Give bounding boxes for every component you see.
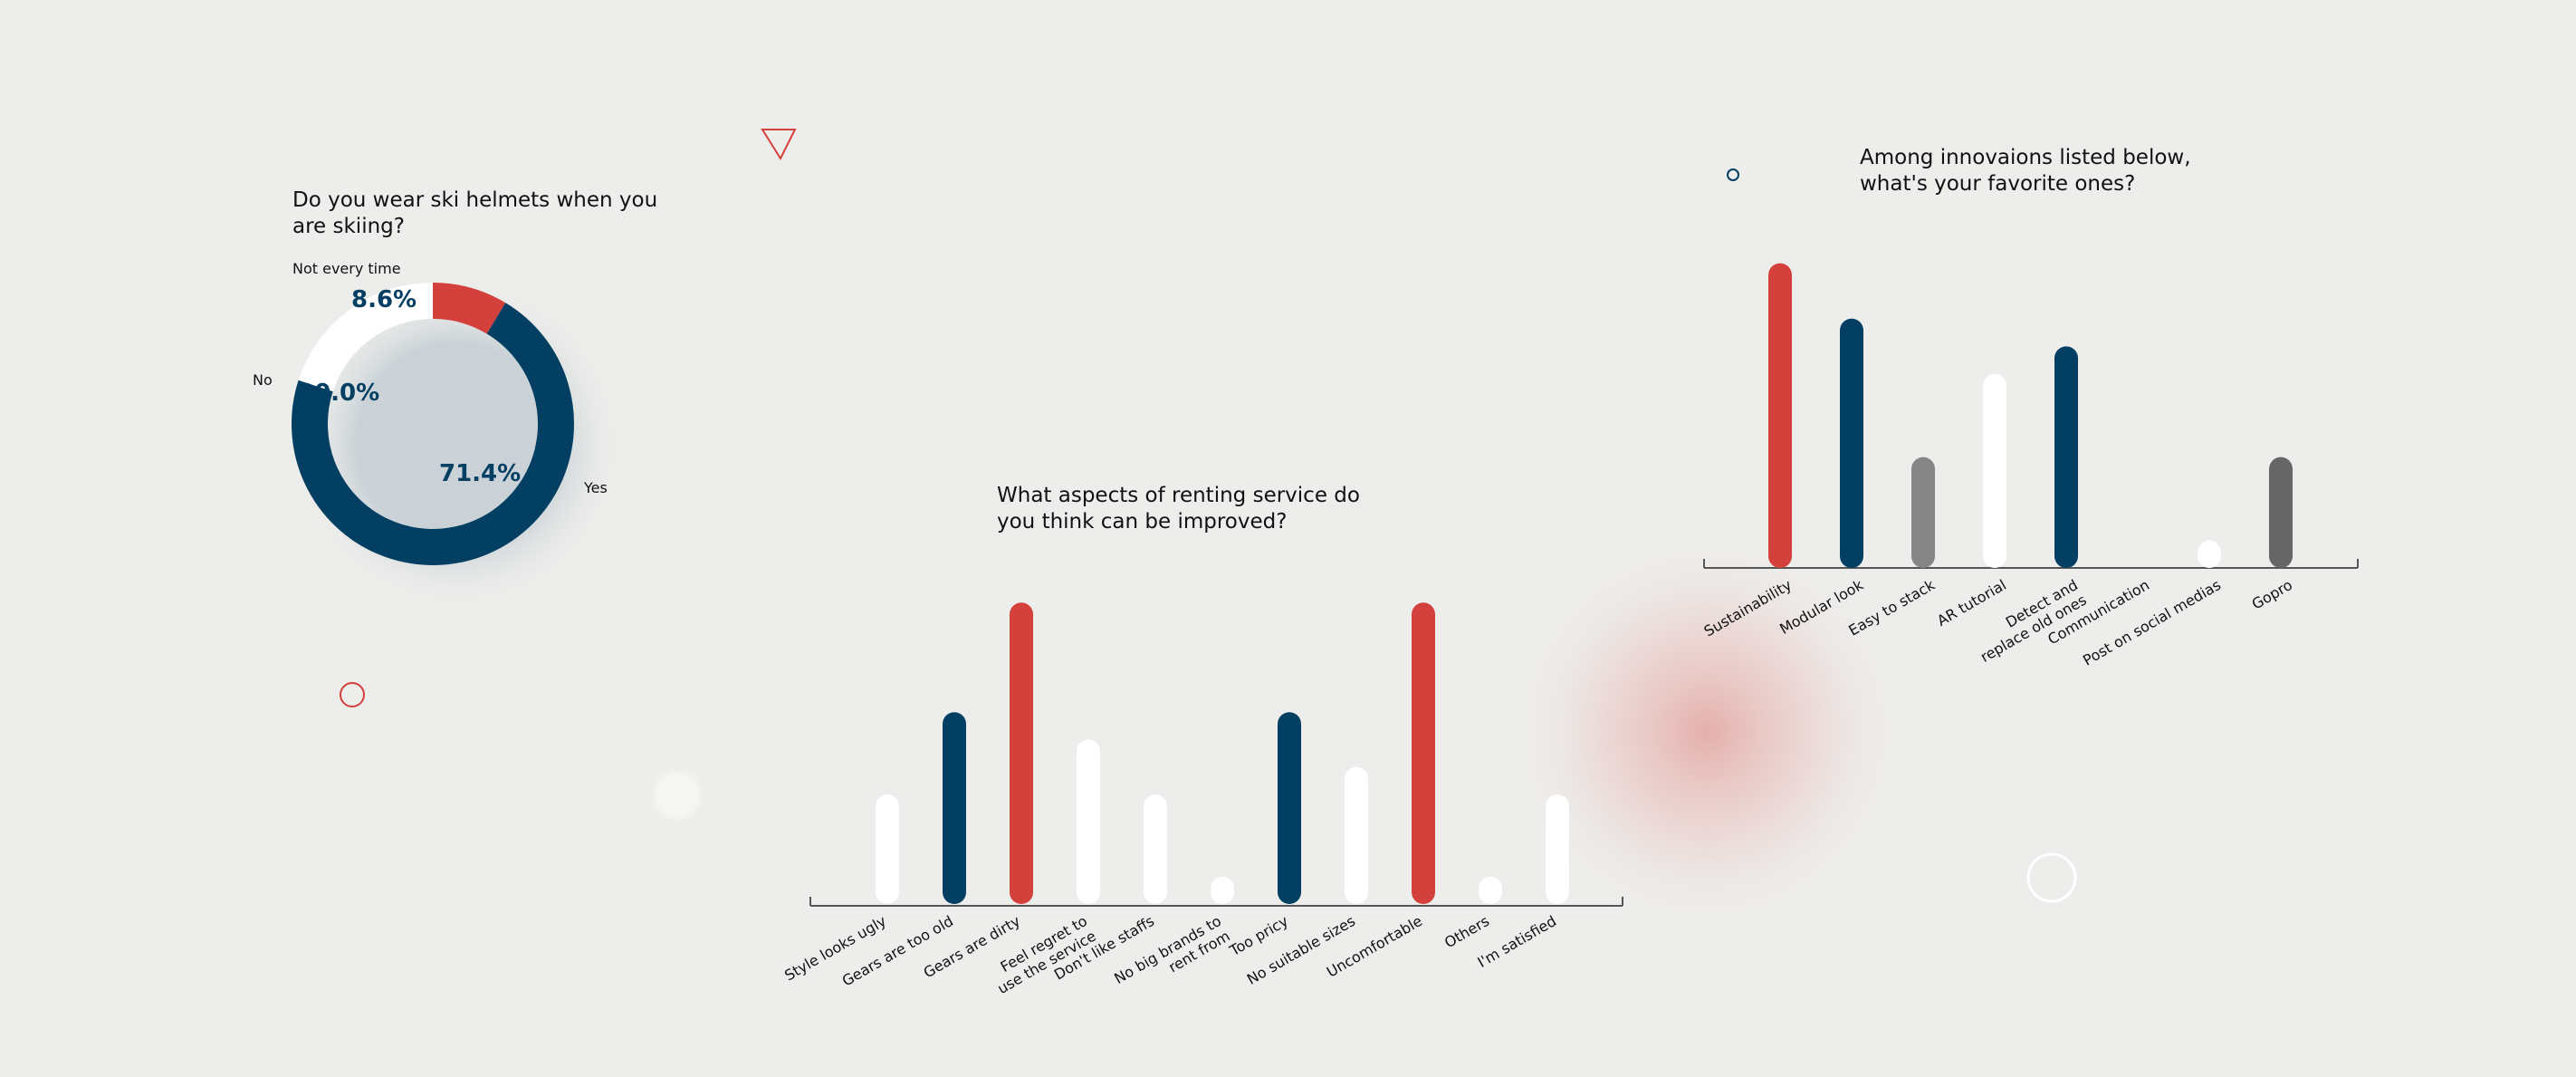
innov-title-line-2: what's your favorite ones? — [1860, 172, 2135, 196]
donut-slice-yes — [292, 303, 574, 565]
donut-category-label-no: No — [253, 371, 273, 389]
donut-slice-not-every-time — [432, 283, 506, 334]
renting-service-bar-chart: What aspects of renting service do you t… — [781, 484, 1623, 997]
rent-bar-don-t-like-staffs — [1144, 794, 1167, 904]
rent-bar-no-big-brands-to-rent-from — [1211, 876, 1234, 904]
rent-bar-gears-are-dirty — [1010, 602, 1033, 904]
innov-title-line-1: Among innovaions listed below, — [1860, 146, 2191, 169]
small-navy-ring-decoration — [1727, 168, 1739, 181]
innov-x-axis — [1703, 559, 2359, 569]
white-ring-decoration — [2026, 852, 2077, 903]
white-dot-decoration — [654, 772, 701, 819]
rent-bar-style-looks-ugly — [876, 794, 899, 904]
donut-value-label-no: 20.0% — [298, 380, 379, 407]
rent-tick-label-no-suitable-sizes: No suitable sizes — [1244, 912, 1358, 988]
innov-bar-ar-tutorial — [1983, 373, 2006, 568]
innov-bar-post-on-social-medias — [2198, 540, 2221, 568]
innov-tick-label-gopro: Gopro — [2249, 576, 2295, 613]
donut-title-line-2: are skiing? — [292, 215, 405, 238]
rent-bars — [876, 602, 1569, 904]
rent-bar-i-m-satisfied — [1546, 794, 1569, 904]
innov-tick-label-post-on-social-medias: Post on social medias — [2080, 576, 2224, 669]
triangle-outline-decoration — [761, 129, 797, 161]
rent-bar-uncomfortable — [1412, 602, 1435, 904]
rent-tick-label-others: Others — [1441, 912, 1492, 951]
decorations — [340, 129, 2077, 931]
rent-tick-label-gears-are-too-old: Gears are too old — [839, 912, 956, 990]
innov-bars — [1768, 263, 2293, 568]
donut-category-label-yes: Yes — [583, 479, 608, 496]
innov-bar-sustainability — [1768, 263, 1792, 568]
innov-bar-modular-look — [1840, 318, 1863, 568]
donut-category-label-not-every-time: Not every time — [292, 260, 401, 277]
red-ring-decoration — [340, 682, 365, 707]
rent-title-line-2: you think can be improved? — [997, 510, 1287, 534]
donut-title-line-1: Do you wear ski helmets when you — [292, 188, 657, 212]
rent-bar-feel-regret-to-use-the-service — [1077, 739, 1100, 904]
rent-bar-too-pricy — [1278, 712, 1301, 904]
innov-tick-label-ar-tutorial: AR tutorial — [1934, 576, 2009, 630]
rent-bar-others — [1479, 876, 1502, 904]
innov-bar-detect-and-replace-old-ones — [2054, 346, 2078, 568]
red-glow-decoration — [1508, 533, 1906, 931]
donut-slice-no — [298, 283, 434, 392]
rent-bar-no-suitable-sizes — [1345, 766, 1368, 904]
donut-slices — [292, 283, 574, 565]
rent-x-axis — [809, 897, 1623, 907]
rent-title-line-1: What aspects of renting service do — [997, 484, 1360, 507]
rent-bar-gears-are-too-old — [943, 712, 966, 904]
donut-value-label-yes: 71.4% — [439, 460, 521, 487]
innov-bar-gopro — [2269, 457, 2293, 568]
innov-bar-easy-to-stack — [1911, 457, 1935, 568]
helmet-donut-chart: Do you wear ski helmets when you are ski… — [253, 188, 657, 611]
donut-value-label-not-every-time: 8.6% — [351, 286, 417, 313]
